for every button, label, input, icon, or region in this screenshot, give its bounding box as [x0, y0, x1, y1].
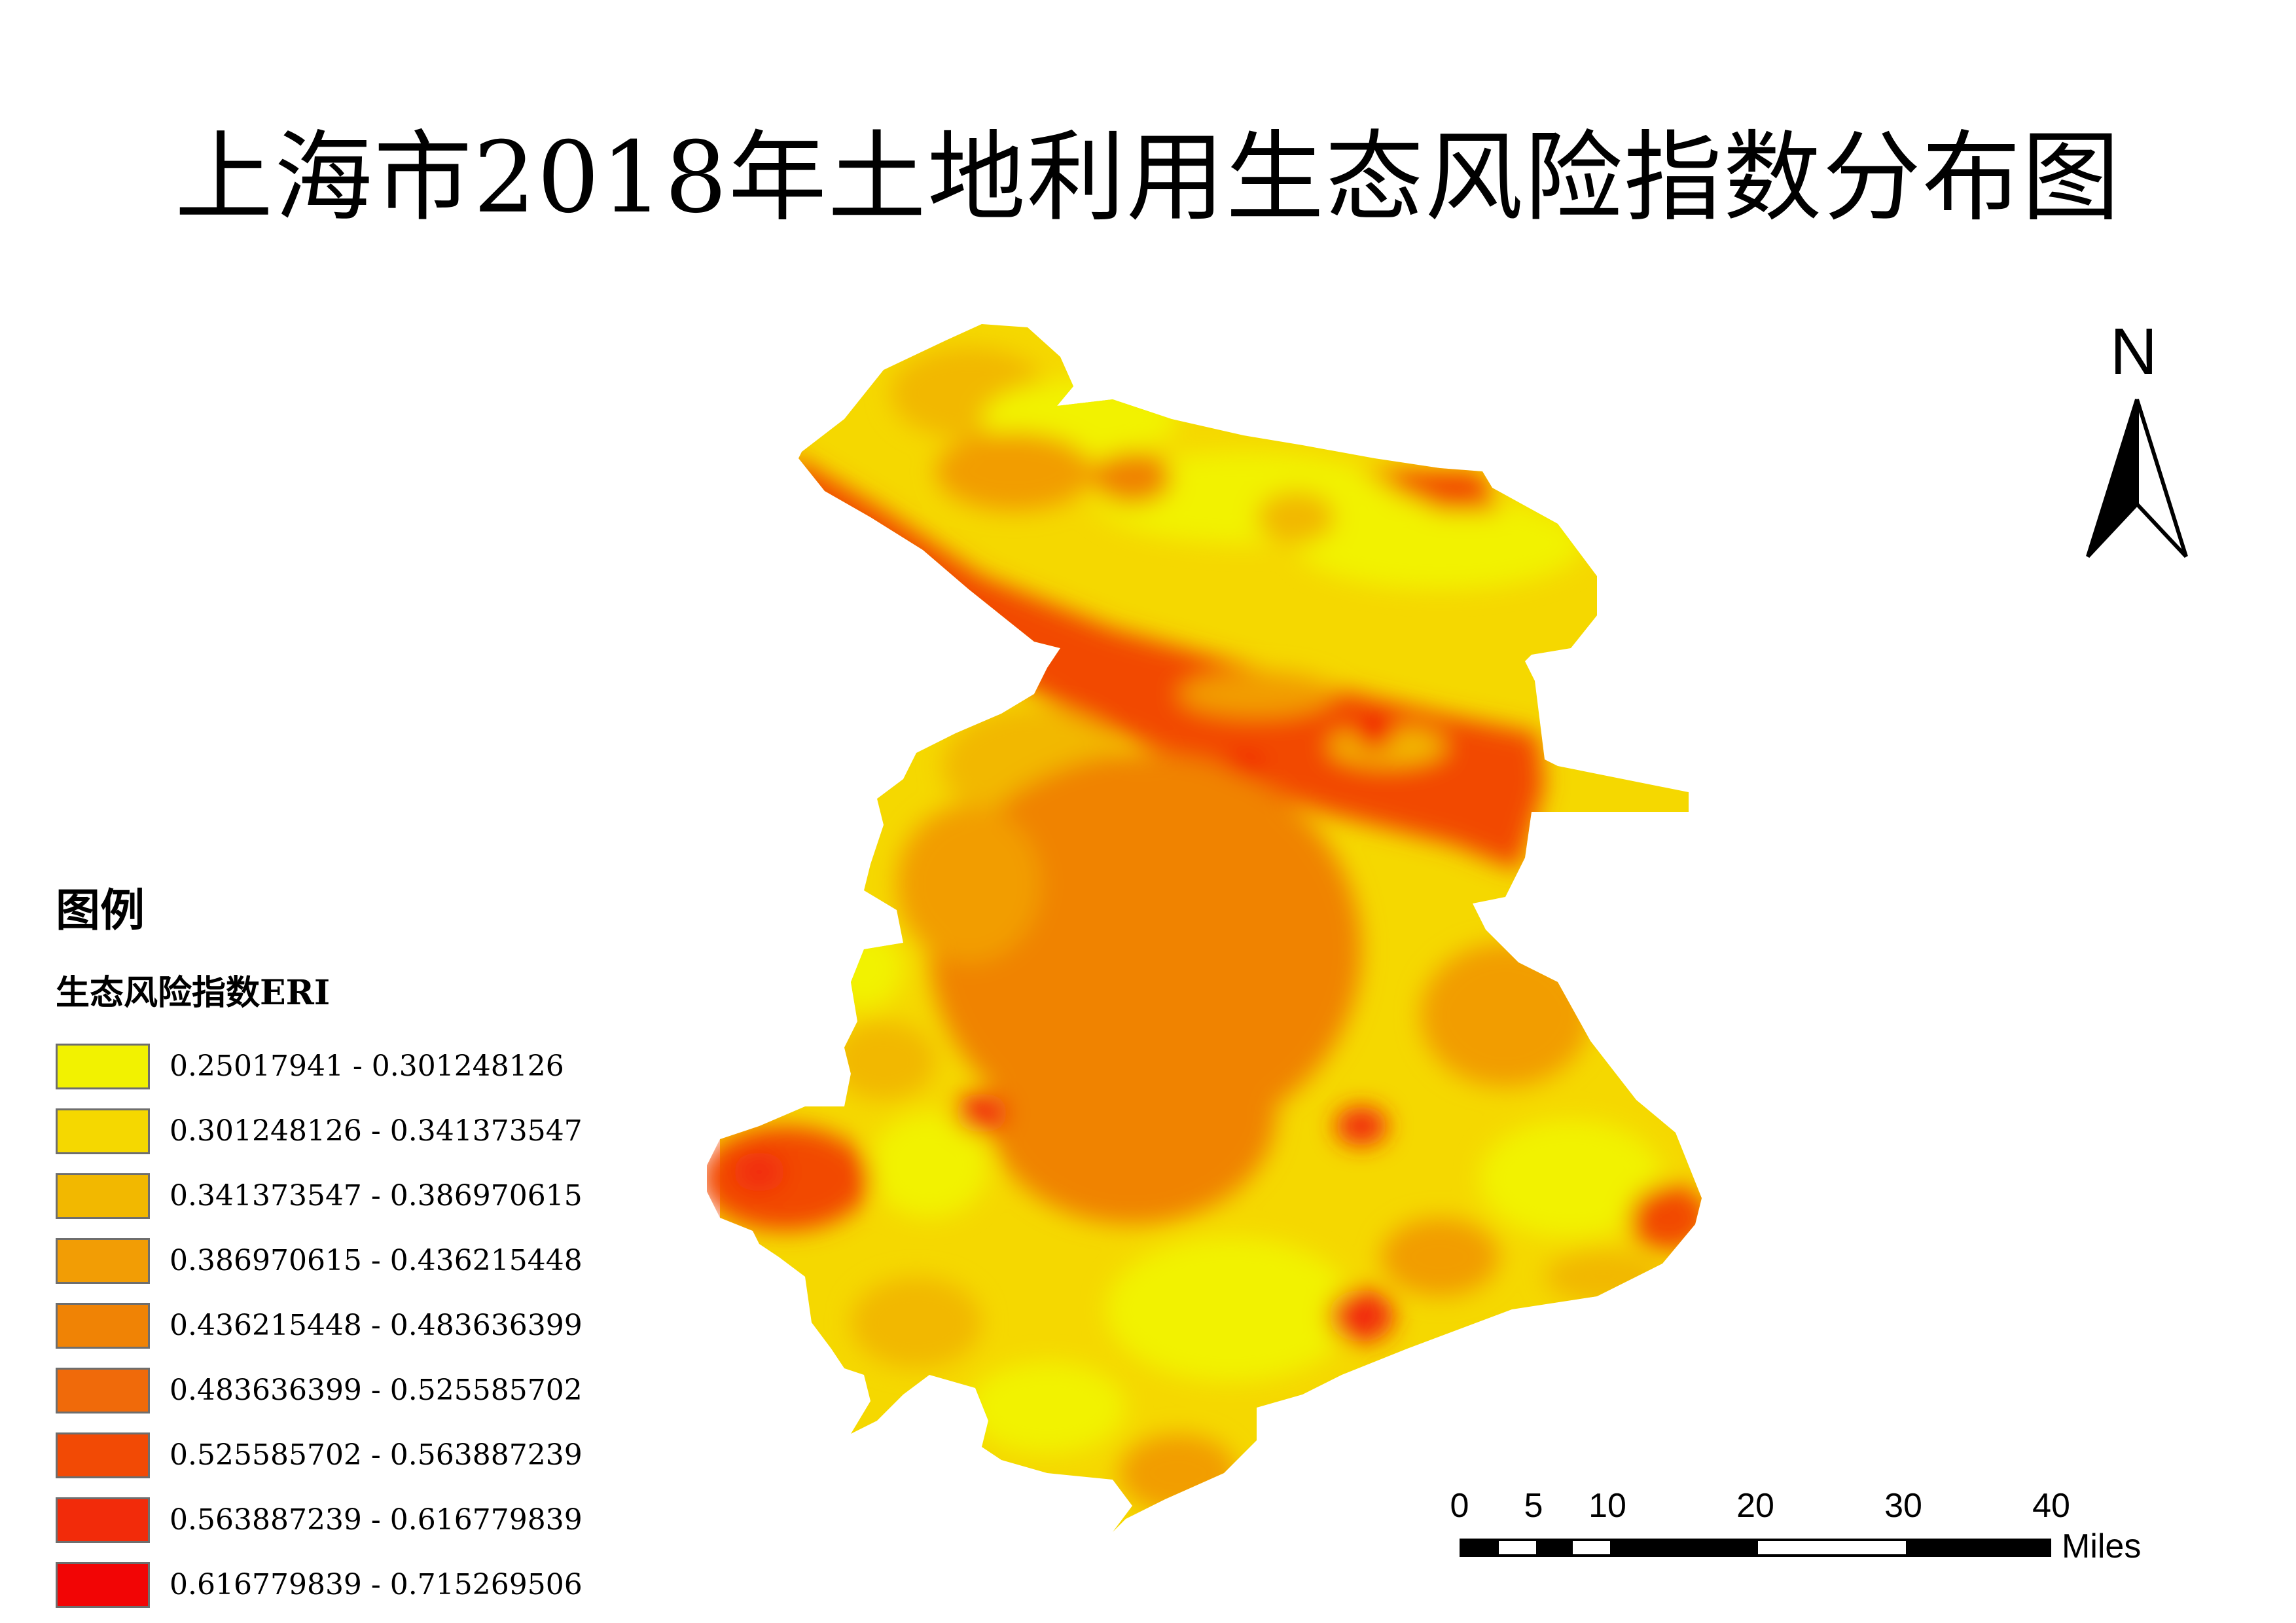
scale-segment [1536, 1541, 1573, 1554]
scale-segment [1610, 1541, 1758, 1554]
legend-item: 0.563887239 - 0.616779839 [56, 1487, 710, 1552]
map-title: 上海市2018年土地利用生态风险指数分布图 [175, 121, 2121, 235]
legend-swatch [56, 1497, 150, 1543]
scale-segment [1573, 1541, 1610, 1554]
legend-label: 0.616779839 - 0.715269506 [170, 1568, 583, 1601]
legend-label: 0.341373547 - 0.386970615 [170, 1179, 583, 1213]
scale-segment [1462, 1541, 1499, 1554]
north-label: N [2109, 315, 2158, 388]
legend-item: 0.483636399 - 0.525585702 [56, 1358, 710, 1423]
scale-tick-label: 30 [1884, 1487, 1922, 1525]
scale-tick-label: 5 [1524, 1487, 1543, 1525]
scale-segment [1906, 1541, 2049, 1554]
legend-label: 0.25017941 - 0.301248126 [170, 1049, 564, 1083]
legend-item: 0.436215448 - 0.483636399 [56, 1293, 710, 1358]
north-arrow: N [2062, 314, 2206, 576]
legend-swatch [56, 1173, 150, 1219]
legend-label: 0.301248126 - 0.341373547 [170, 1114, 583, 1148]
legend-swatch [56, 1043, 150, 1089]
legend: 图例 生态风险指数ERI 0.25017941 - 0.301248126 0.… [56, 874, 710, 1617]
legend-item: 0.616779839 - 0.715269506 [56, 1552, 710, 1617]
north-arrow-icon [2086, 399, 2188, 558]
legend-swatch [56, 1108, 150, 1154]
scale-unit-label: Miles [2062, 1527, 2142, 1565]
legend-label: 0.483636399 - 0.525585702 [170, 1374, 583, 1407]
legend-subheading: 生态风险指数ERI [56, 973, 331, 1013]
scale-segment [1499, 1541, 1536, 1554]
legend-item: 0.301248126 - 0.341373547 [56, 1099, 710, 1163]
legend-item: 0.25017941 - 0.301248126 [56, 1034, 710, 1099]
scale-tick-label: 20 [1736, 1487, 1774, 1525]
legend-label: 0.386970615 - 0.436215448 [170, 1244, 583, 1277]
legend-label: 0.563887239 - 0.616779839 [170, 1503, 583, 1537]
scale-bar-graphic [1460, 1539, 2051, 1557]
legend-swatch [56, 1367, 150, 1413]
scale-tick-label: 0 [1450, 1487, 1469, 1525]
legend-item: 0.386970615 - 0.436215448 [56, 1228, 710, 1293]
legend-swatch [56, 1237, 150, 1284]
scale-tick-label: 10 [1588, 1487, 1626, 1525]
scale-tick-label: 40 [2032, 1487, 2070, 1525]
scale-bar: 0 5 10 20 30 40 Miles [1440, 1486, 2160, 1578]
legend-heading: 图例 [56, 884, 145, 937]
legend-swatch [56, 1432, 150, 1478]
legend-label: 0.436215448 - 0.483636399 [170, 1309, 583, 1342]
legend-label: 0.525585702 - 0.563887239 [170, 1438, 583, 1472]
legend-items: 0.25017941 - 0.301248126 0.301248126 - 0… [56, 1034, 710, 1617]
legend-swatch [56, 1302, 150, 1349]
legend-item: 0.341373547 - 0.386970615 [56, 1163, 710, 1228]
legend-swatch [56, 1561, 150, 1608]
scale-segment [1758, 1541, 1906, 1554]
legend-item: 0.525585702 - 0.563887239 [56, 1423, 710, 1487]
